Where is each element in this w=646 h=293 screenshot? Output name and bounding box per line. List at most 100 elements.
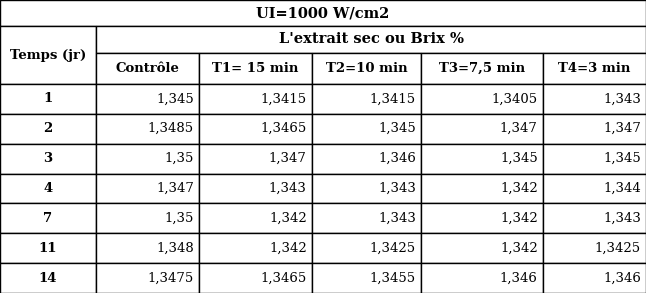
Bar: [421, 52, 543, 84]
Bar: [96, 263, 199, 293]
Bar: [96, 173, 199, 203]
Text: 1,346: 1,346: [500, 272, 538, 285]
Text: 1,343: 1,343: [269, 182, 307, 195]
Text: 1,343: 1,343: [378, 212, 416, 225]
Bar: [199, 84, 312, 114]
Text: 7: 7: [43, 212, 52, 225]
Bar: [543, 263, 646, 293]
Text: 1,344: 1,344: [603, 182, 641, 195]
Text: 1,347: 1,347: [500, 122, 538, 135]
Text: 1,3465: 1,3465: [260, 272, 307, 285]
Bar: [312, 233, 421, 263]
Bar: [421, 173, 543, 203]
Bar: [0, 114, 96, 144]
Text: 1,342: 1,342: [500, 182, 538, 195]
Text: 1,342: 1,342: [500, 242, 538, 255]
Bar: [421, 263, 543, 293]
Text: 1,347: 1,347: [156, 182, 194, 195]
Text: 1,348: 1,348: [156, 242, 194, 255]
Text: T1= 15 min: T1= 15 min: [213, 62, 298, 75]
Bar: [96, 114, 199, 144]
Text: 1,342: 1,342: [269, 212, 307, 225]
Bar: [421, 84, 543, 114]
Bar: [543, 84, 646, 114]
Text: 1,345: 1,345: [156, 92, 194, 105]
Bar: [421, 114, 543, 144]
Bar: [199, 233, 312, 263]
Bar: [312, 173, 421, 203]
Bar: [199, 263, 312, 293]
Text: 1,345: 1,345: [379, 122, 416, 135]
Bar: [96, 52, 199, 84]
Bar: [0, 144, 96, 173]
Bar: [96, 26, 646, 52]
Text: 1,35: 1,35: [165, 152, 194, 165]
Bar: [199, 203, 312, 233]
Bar: [312, 144, 421, 173]
Bar: [0, 173, 96, 203]
Text: 1,3415: 1,3415: [260, 92, 307, 105]
Bar: [312, 84, 421, 114]
Text: 1,3455: 1,3455: [370, 272, 416, 285]
Text: 1,343: 1,343: [378, 182, 416, 195]
Bar: [312, 263, 421, 293]
Text: 1: 1: [43, 92, 53, 105]
Text: 1,3425: 1,3425: [370, 242, 416, 255]
Text: 1,347: 1,347: [603, 122, 641, 135]
Text: Temps (jr): Temps (jr): [10, 49, 86, 62]
Bar: [96, 233, 199, 263]
Text: 1,347: 1,347: [269, 152, 307, 165]
Text: Contrôle: Contrôle: [116, 62, 180, 75]
Text: 1,3475: 1,3475: [148, 272, 194, 285]
Bar: [199, 52, 312, 84]
Text: T3=7,5 min: T3=7,5 min: [439, 62, 525, 75]
Bar: [199, 144, 312, 173]
Text: 1,3425: 1,3425: [595, 242, 641, 255]
Text: 1,3415: 1,3415: [370, 92, 416, 105]
Text: 3: 3: [43, 152, 52, 165]
Bar: [543, 203, 646, 233]
Bar: [0, 203, 96, 233]
Text: 1,345: 1,345: [500, 152, 538, 165]
Bar: [312, 52, 421, 84]
Bar: [312, 114, 421, 144]
Text: 1,343: 1,343: [603, 92, 641, 105]
Bar: [543, 233, 646, 263]
Text: 1,342: 1,342: [500, 212, 538, 225]
Text: 1,3465: 1,3465: [260, 122, 307, 135]
Bar: [543, 144, 646, 173]
Bar: [199, 114, 312, 144]
Text: 1,345: 1,345: [603, 152, 641, 165]
Text: 14: 14: [39, 272, 57, 285]
Bar: [543, 173, 646, 203]
Bar: [0, 0, 646, 26]
Bar: [0, 233, 96, 263]
Bar: [96, 84, 199, 114]
Bar: [543, 52, 646, 84]
Bar: [96, 144, 199, 173]
Text: 11: 11: [39, 242, 57, 255]
Bar: [96, 203, 199, 233]
Text: 1,346: 1,346: [603, 272, 641, 285]
Text: T4=3 min: T4=3 min: [558, 62, 630, 75]
Bar: [0, 84, 96, 114]
Bar: [421, 233, 543, 263]
Text: 1,35: 1,35: [165, 212, 194, 225]
Text: 2: 2: [43, 122, 53, 135]
Bar: [543, 114, 646, 144]
Text: 1,346: 1,346: [378, 152, 416, 165]
Bar: [421, 144, 543, 173]
Text: UI=1000 W/cm2: UI=1000 W/cm2: [256, 6, 390, 20]
Text: L'extrait sec ou Brix %: L'extrait sec ou Brix %: [278, 33, 464, 46]
Text: 1,3485: 1,3485: [148, 122, 194, 135]
Text: 1,342: 1,342: [269, 242, 307, 255]
Bar: [421, 203, 543, 233]
Bar: [0, 26, 96, 84]
Bar: [0, 263, 96, 293]
Bar: [312, 203, 421, 233]
Text: 1,3405: 1,3405: [492, 92, 538, 105]
Bar: [199, 173, 312, 203]
Text: T2=10 min: T2=10 min: [326, 62, 408, 75]
Text: 1,343: 1,343: [603, 212, 641, 225]
Text: 4: 4: [43, 182, 53, 195]
